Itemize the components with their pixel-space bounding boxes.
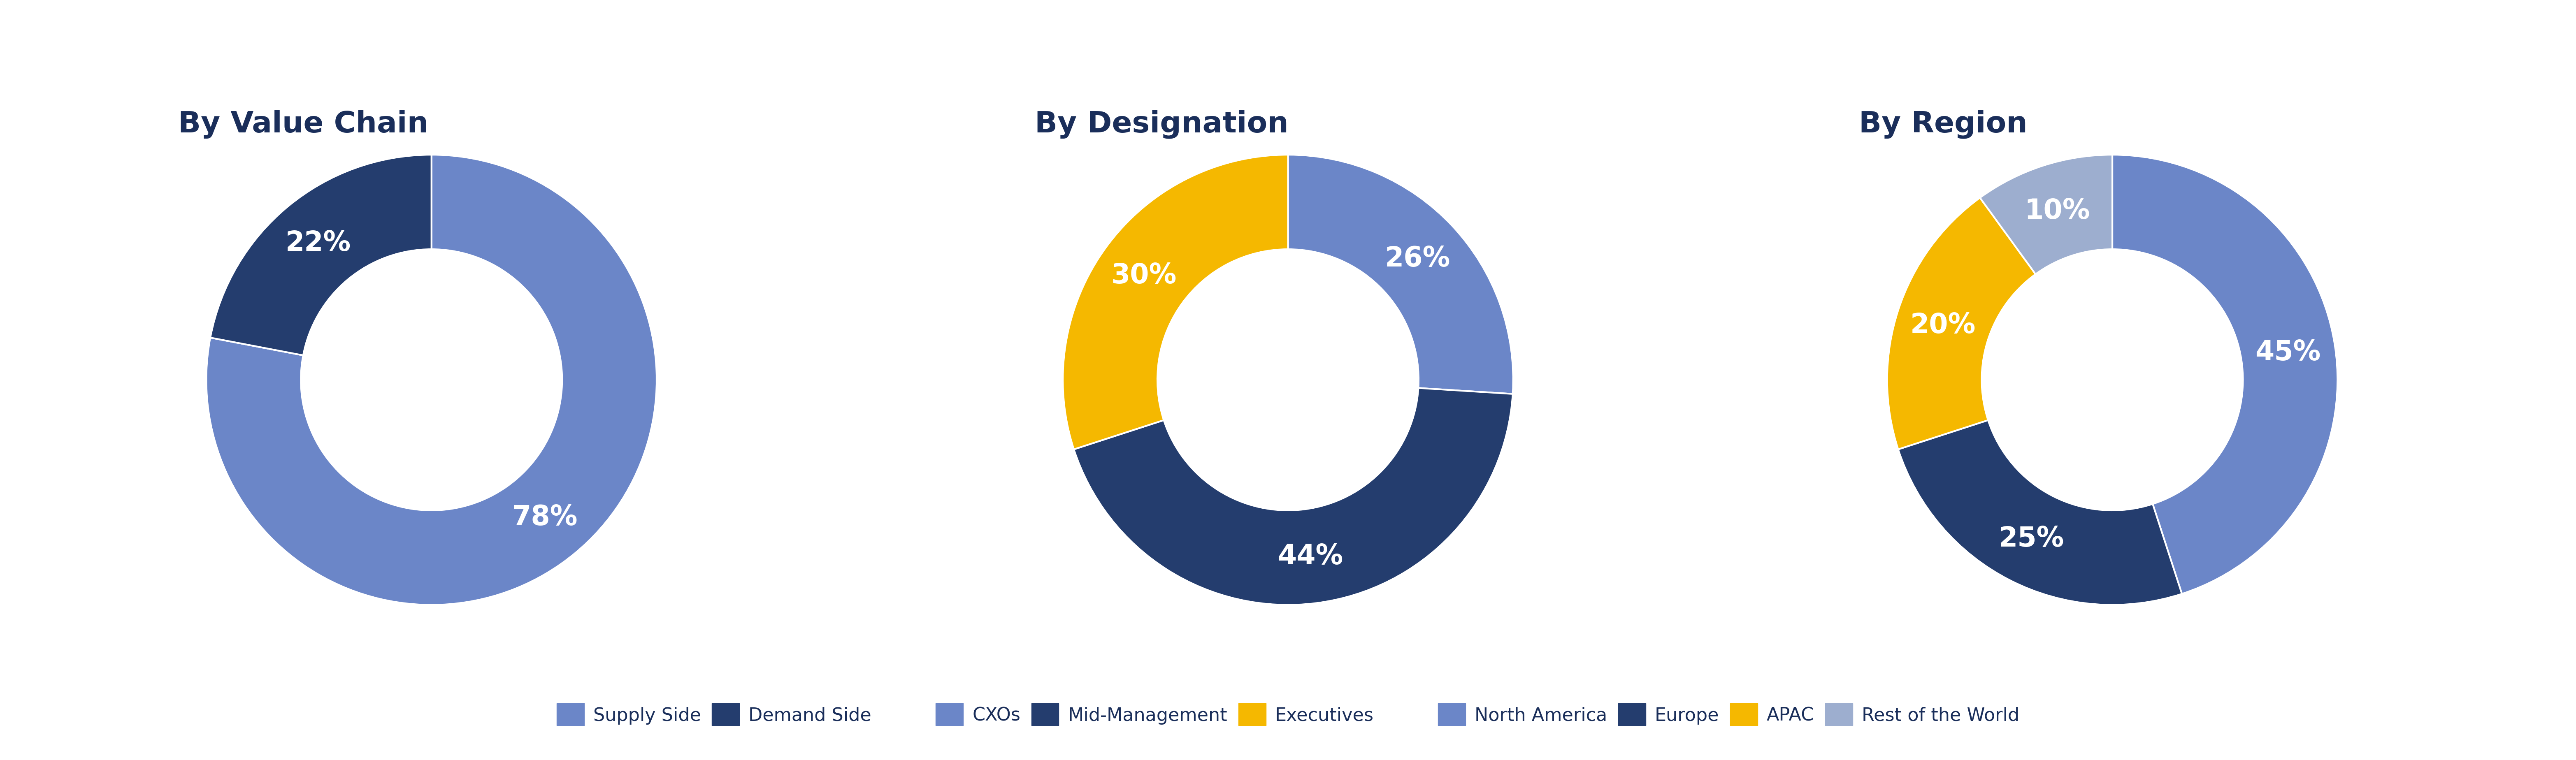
Text: 20%: 20% xyxy=(1911,312,1976,339)
Wedge shape xyxy=(1899,420,2182,605)
Text: By Region: By Region xyxy=(1860,110,2027,138)
Text: By Value Chain: By Value Chain xyxy=(178,110,428,138)
Text: 30%: 30% xyxy=(1110,262,1177,289)
Wedge shape xyxy=(1074,388,1512,605)
Wedge shape xyxy=(1888,198,2035,449)
Text: 25%: 25% xyxy=(1999,525,2063,552)
Text: 22%: 22% xyxy=(286,230,350,257)
Wedge shape xyxy=(1064,155,1288,449)
Legend: Supply Side, Demand Side,  , CXOs, Mid-Management, Executives,  , North America,: Supply Side, Demand Side, , CXOs, Mid-Ma… xyxy=(556,703,2020,726)
Wedge shape xyxy=(1981,155,2112,274)
Wedge shape xyxy=(211,155,433,356)
Wedge shape xyxy=(1288,155,1512,394)
Text: 78%: 78% xyxy=(513,503,577,530)
Wedge shape xyxy=(206,155,657,605)
Text: 10%: 10% xyxy=(2025,198,2089,224)
Text: 44%: 44% xyxy=(1278,543,1342,570)
Text: 26%: 26% xyxy=(1386,245,1450,272)
Text: Primary Sources: Primary Sources xyxy=(1128,42,1448,76)
Text: By Designation: By Designation xyxy=(1036,110,1288,138)
Text: 45%: 45% xyxy=(2254,339,2321,366)
Wedge shape xyxy=(2112,155,2336,594)
